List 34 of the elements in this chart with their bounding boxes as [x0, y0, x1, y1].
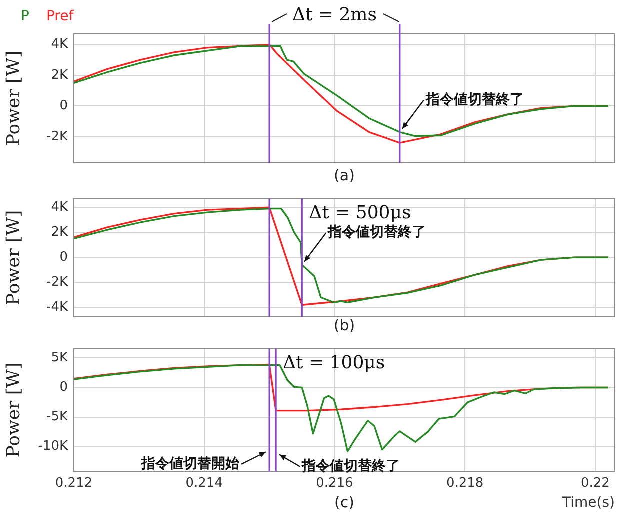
y-axis-title: Power [W] [3, 210, 24, 306]
text: Pref [46, 8, 75, 25]
annotation: 指令値切替終了 [424, 92, 524, 108]
y-tick-label: 0 [60, 380, 68, 396]
annotation: (b) [334, 316, 356, 334]
text: (a) [334, 166, 355, 184]
y-axis-title: Power [W] [3, 362, 24, 458]
x-tick-label: 0.216 [316, 476, 354, 491]
text: P [21, 8, 30, 25]
y-tick-label: -10K [38, 439, 68, 454]
y-tick-label: 4K [51, 37, 68, 52]
y-tick-label: 4K [51, 200, 68, 215]
x-tick-label: 0.22 [580, 476, 610, 491]
x-tick-label: 0.212 [55, 476, 93, 491]
x-axis-title: Time(s) [562, 495, 615, 512]
y-tick-label: 5K [51, 350, 68, 366]
y-tick-label: -5K [46, 410, 68, 425]
y-tick-label: 0 [60, 250, 68, 265]
y-tick-label: 2K [51, 224, 68, 240]
y-tick-label: -4K [46, 300, 68, 315]
x-tick-label: 0.214 [186, 476, 223, 491]
y-tick-label: 2K [51, 68, 68, 83]
annotation: 指令値切替終了 [301, 458, 400, 474]
y-tick-label: -2K [46, 274, 68, 290]
annotation: 指令値切替終了 [327, 224, 426, 241]
x-tick-label: 0.218 [446, 476, 484, 491]
annotation: 指令値切替開始 [140, 456, 241, 472]
y-tick-label: -2K [46, 129, 68, 144]
text: (c) [334, 493, 354, 512]
annotation: Δt = 100μs [283, 352, 386, 374]
annotation: Δt = 500μs [309, 202, 412, 224]
text: Δt = 2ms [292, 4, 377, 26]
y-tick-label: 0 [60, 98, 68, 114]
y-axis-title: Power [W] [3, 50, 24, 146]
